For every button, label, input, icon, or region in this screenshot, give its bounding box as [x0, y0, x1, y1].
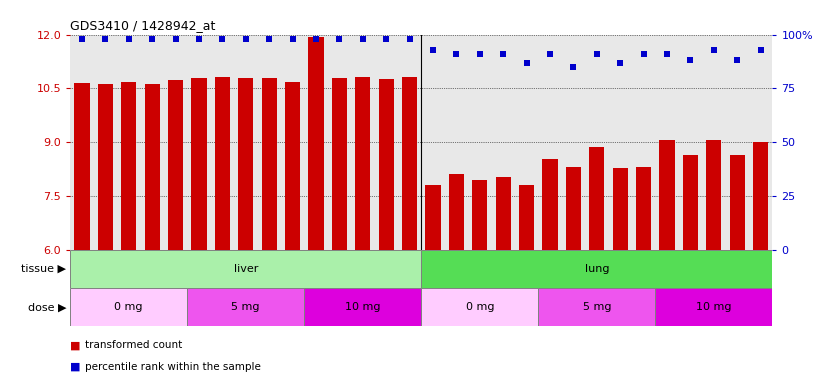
Text: 5 mg: 5 mg: [582, 302, 611, 312]
Text: liver: liver: [234, 264, 258, 274]
Point: [333, 36, 346, 42]
Bar: [425, 185, 440, 250]
Point: [192, 36, 206, 42]
Point: [637, 51, 650, 57]
Point: [426, 46, 439, 53]
Text: ■: ■: [70, 362, 84, 372]
Bar: [539, 288, 655, 326]
Point: [263, 36, 276, 42]
Text: transformed count: transformed count: [85, 340, 183, 350]
Point: [684, 57, 697, 63]
Text: 0 mg: 0 mg: [466, 302, 494, 312]
Bar: [636, 167, 651, 250]
Point: [520, 60, 534, 66]
Point: [707, 46, 720, 53]
Text: tissue ▶: tissue ▶: [21, 264, 66, 274]
Bar: [543, 159, 558, 250]
Bar: [421, 250, 772, 288]
Bar: [262, 78, 277, 250]
Bar: [421, 288, 539, 326]
Point: [286, 36, 299, 42]
Bar: [121, 82, 136, 250]
Point: [754, 46, 767, 53]
Bar: [168, 80, 183, 250]
Point: [122, 36, 135, 42]
Bar: [74, 83, 89, 250]
Bar: [659, 140, 675, 250]
Point: [380, 36, 393, 42]
Bar: [519, 185, 534, 250]
Bar: [472, 180, 487, 250]
Bar: [97, 84, 113, 250]
Point: [473, 51, 487, 57]
Point: [730, 57, 743, 63]
Bar: [308, 37, 324, 250]
Point: [403, 36, 416, 42]
Bar: [655, 288, 772, 326]
Bar: [566, 167, 581, 250]
Point: [496, 51, 510, 57]
Bar: [355, 77, 370, 250]
Point: [169, 36, 183, 42]
Text: GDS3410 / 1428942_at: GDS3410 / 1428942_at: [70, 19, 216, 32]
Text: ■: ■: [70, 340, 84, 350]
Text: 10 mg: 10 mg: [345, 302, 381, 312]
Point: [99, 36, 112, 42]
Point: [145, 36, 159, 42]
Point: [216, 36, 229, 42]
Bar: [70, 250, 421, 288]
Text: lung: lung: [585, 264, 609, 274]
Point: [75, 36, 88, 42]
Point: [449, 51, 463, 57]
Bar: [402, 77, 417, 250]
Bar: [188, 288, 304, 326]
Bar: [285, 82, 300, 250]
Bar: [449, 174, 464, 250]
Bar: [706, 140, 721, 250]
Point: [567, 64, 580, 70]
Bar: [304, 288, 421, 326]
Point: [240, 36, 253, 42]
Bar: [215, 77, 230, 250]
Bar: [192, 78, 206, 250]
Bar: [145, 84, 159, 250]
Point: [660, 51, 673, 57]
Text: dose ▶: dose ▶: [27, 302, 66, 312]
Bar: [238, 78, 254, 250]
Text: 0 mg: 0 mg: [115, 302, 143, 312]
Bar: [753, 142, 768, 250]
Point: [591, 51, 604, 57]
Text: 5 mg: 5 mg: [231, 302, 260, 312]
Bar: [332, 78, 347, 250]
Bar: [589, 147, 605, 250]
Point: [544, 51, 557, 57]
Bar: [613, 168, 628, 250]
Bar: [378, 79, 394, 250]
Point: [614, 60, 627, 66]
Point: [356, 36, 369, 42]
Bar: [683, 155, 698, 250]
Bar: [729, 155, 745, 250]
Bar: [70, 288, 188, 326]
Bar: [496, 177, 510, 250]
Text: percentile rank within the sample: percentile rank within the sample: [85, 362, 261, 372]
Text: 10 mg: 10 mg: [696, 302, 732, 312]
Point: [310, 36, 323, 42]
